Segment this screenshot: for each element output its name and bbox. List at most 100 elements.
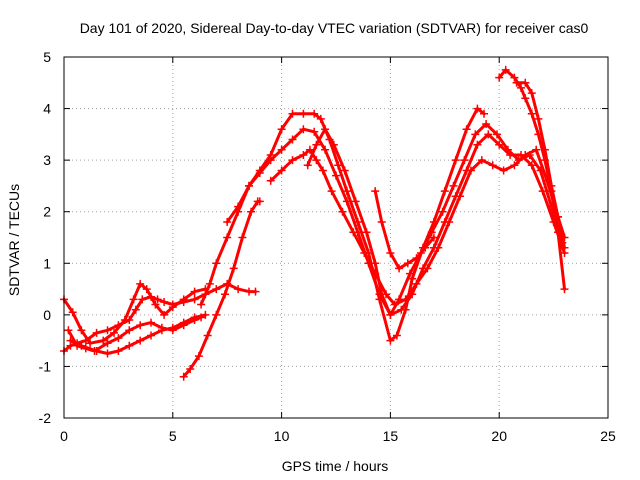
plot-frame <box>63 56 609 419</box>
data-point <box>103 326 112 335</box>
data-point <box>138 295 147 304</box>
data-point <box>310 127 319 136</box>
series-trail <box>515 81 566 250</box>
data-point <box>488 161 497 170</box>
y-tick-label: 1 <box>43 255 51 271</box>
data-point <box>456 192 464 201</box>
series-track-9 <box>303 120 567 319</box>
data-point <box>110 328 118 337</box>
data-point <box>480 109 488 118</box>
data-point <box>288 109 297 118</box>
data-point <box>318 166 327 175</box>
data-point <box>103 349 112 358</box>
data-point <box>229 264 238 273</box>
data-point <box>503 145 512 154</box>
data-point <box>512 78 521 87</box>
data-series <box>60 65 569 381</box>
data-point <box>340 166 349 175</box>
series-trail <box>199 107 486 343</box>
data-point <box>288 135 297 144</box>
data-point <box>362 228 371 237</box>
series-track-8 <box>266 145 569 309</box>
data-point <box>197 300 206 309</box>
data-point <box>349 228 358 237</box>
data-point <box>136 336 145 345</box>
data-point <box>205 279 214 288</box>
data-point <box>477 156 486 165</box>
x-tick-label: 25 <box>600 428 616 444</box>
x-tick-label: 10 <box>274 428 290 444</box>
data-point <box>303 161 312 170</box>
data-point <box>438 207 447 216</box>
x-tick-label: 0 <box>60 428 68 444</box>
data-point <box>131 305 140 314</box>
data-point <box>495 73 504 82</box>
data-point <box>351 197 360 206</box>
data-point <box>299 109 308 118</box>
data-point <box>316 114 325 123</box>
data-point <box>510 161 519 170</box>
y-tick-label: 0 <box>43 307 51 323</box>
data-point <box>86 339 95 348</box>
y-tick-labels: -2 -1 0 1 2 3 4 5 <box>39 49 52 426</box>
data-point <box>299 151 308 159</box>
data-point <box>460 156 469 165</box>
data-point <box>429 233 438 242</box>
data-point <box>321 125 330 134</box>
data-point <box>114 334 123 343</box>
data-point <box>160 298 169 306</box>
series-trail <box>62 282 207 345</box>
data-point <box>310 109 319 118</box>
data-point <box>64 326 73 335</box>
series-track-2 <box>60 279 210 348</box>
series-trail <box>269 148 566 306</box>
data-point <box>377 218 386 226</box>
data-point <box>190 295 199 304</box>
data-point <box>125 326 134 335</box>
data-point <box>514 156 523 165</box>
data-point <box>212 285 221 294</box>
data-point <box>493 130 501 139</box>
series-trail <box>306 122 564 317</box>
y-tick-label: 3 <box>43 152 51 168</box>
data-point <box>527 89 536 98</box>
data-point <box>521 94 530 103</box>
data-point <box>371 259 380 268</box>
data-point <box>92 328 101 337</box>
data-point <box>395 264 404 273</box>
data-point <box>466 166 475 175</box>
data-point <box>392 331 401 340</box>
data-point <box>179 372 188 381</box>
series-track-11 <box>495 65 569 294</box>
data-point <box>434 243 443 252</box>
data-point <box>527 109 536 118</box>
data-point <box>412 279 421 288</box>
data-point <box>66 336 75 345</box>
data-point <box>266 176 275 185</box>
data-point <box>421 243 430 252</box>
data-point <box>190 313 199 322</box>
series-track-10 <box>371 187 438 273</box>
data-point <box>462 125 471 134</box>
data-point <box>194 352 203 361</box>
data-point <box>547 181 556 190</box>
data-point <box>212 259 221 268</box>
data-point <box>266 156 275 165</box>
data-point <box>103 339 112 348</box>
data-point <box>554 212 562 221</box>
data-point <box>179 295 188 304</box>
data-point <box>406 269 414 278</box>
data-point <box>312 140 321 149</box>
x-tick-label: 20 <box>491 428 507 444</box>
data-point <box>484 130 493 139</box>
y-tick-label: 2 <box>43 204 51 220</box>
data-point <box>473 104 482 113</box>
series-track-5 <box>179 197 264 381</box>
data-point <box>68 308 77 317</box>
data-point <box>153 295 162 304</box>
data-point <box>332 171 340 180</box>
data-point <box>190 287 199 296</box>
series-track-12 <box>512 78 569 252</box>
data-point <box>397 305 406 314</box>
data-point <box>247 207 256 216</box>
